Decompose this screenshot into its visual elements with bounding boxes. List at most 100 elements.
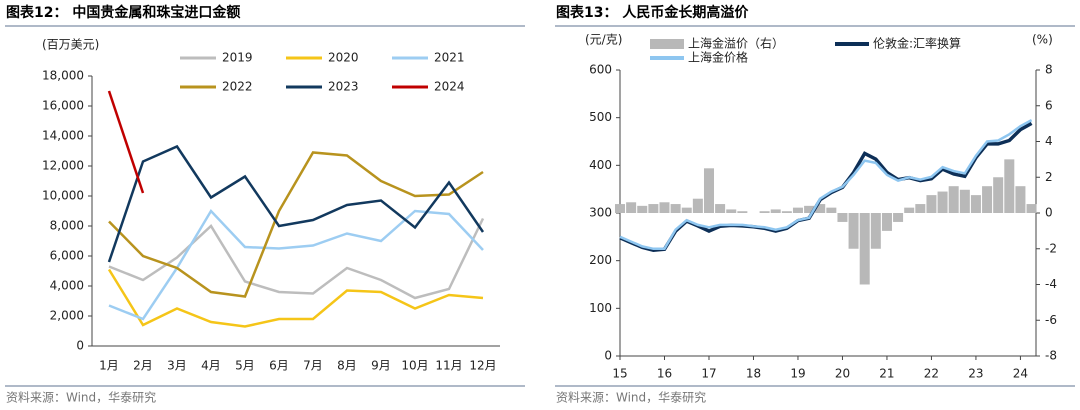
x-tick-label: 21 bbox=[879, 367, 894, 381]
line bbox=[107, 144, 485, 263]
x-tick-label: 10月 bbox=[401, 359, 428, 373]
premium-bar bbox=[937, 191, 948, 213]
premium-bar bbox=[1026, 204, 1037, 213]
x-tick-label: 2月 bbox=[133, 359, 153, 373]
legend-label: 2023 bbox=[328, 80, 359, 94]
premium-bar bbox=[881, 213, 892, 231]
unit-label: (元/克) bbox=[585, 33, 622, 47]
y-tick-label: 400 bbox=[589, 158, 612, 172]
line bbox=[108, 217, 485, 300]
y-tick-label: 300 bbox=[589, 206, 612, 220]
y-tick-label: 200 bbox=[589, 253, 612, 267]
premium-bar bbox=[893, 213, 904, 222]
premium-bar bbox=[781, 211, 792, 213]
y-tick-label: 600 bbox=[589, 63, 612, 77]
premium-bar bbox=[982, 186, 993, 213]
premium-bar bbox=[659, 202, 670, 213]
premium-bar bbox=[715, 204, 726, 213]
y-tick-label: 500 bbox=[589, 110, 612, 124]
y-tick-label: 10,000 bbox=[42, 189, 84, 203]
y-tick-label: 4,000 bbox=[50, 279, 84, 293]
legend-swatch bbox=[650, 39, 684, 49]
source: 资料来源：Wind，华泰研究 bbox=[6, 390, 156, 405]
x-tick-label: 18 bbox=[746, 367, 761, 381]
x-tick-label: 15 bbox=[612, 367, 627, 381]
y2-tick-label: 8 bbox=[1045, 63, 1053, 77]
premium-bar bbox=[648, 204, 659, 213]
line bbox=[619, 119, 1033, 251]
legend-label: 2024 bbox=[434, 80, 465, 94]
premium-bar bbox=[870, 213, 881, 249]
y-tick-label: 16,000 bbox=[42, 99, 84, 113]
y-tick-label: 18,000 bbox=[42, 69, 84, 83]
unit-label: (%) bbox=[1032, 33, 1053, 47]
x-tick-label: 20 bbox=[835, 367, 850, 381]
line bbox=[107, 268, 484, 328]
premium-bar bbox=[737, 211, 748, 213]
y-tick-label: 2,000 bbox=[50, 309, 84, 323]
premium-bar bbox=[926, 195, 937, 213]
legend-label: 2019 bbox=[222, 51, 253, 65]
y-tick-label: 0 bbox=[604, 349, 612, 363]
premium-bar bbox=[637, 205, 648, 213]
y2-tick-label: 2 bbox=[1045, 170, 1053, 184]
y2-tick-label: -2 bbox=[1045, 241, 1057, 255]
y2-tick-label: 4 bbox=[1045, 134, 1053, 148]
premium-bar bbox=[703, 168, 714, 213]
legend-label: 上海金价格 bbox=[688, 50, 748, 65]
premium-bar bbox=[948, 186, 959, 213]
legend-label: 2020 bbox=[328, 51, 359, 65]
premium-bar bbox=[848, 213, 859, 249]
x-tick-label: 12月 bbox=[469, 359, 496, 373]
premium-bar bbox=[904, 207, 915, 213]
legend-label: 伦敦金:汇率换算 bbox=[873, 36, 961, 51]
premium-bar bbox=[1015, 186, 1026, 213]
premium-bar bbox=[614, 204, 626, 213]
y2-tick-label: -4 bbox=[1045, 277, 1057, 291]
line bbox=[107, 90, 145, 194]
y2-tick-label: -8 bbox=[1045, 349, 1057, 363]
x-tick-label: 19 bbox=[790, 367, 805, 381]
x-tick-label: 24 bbox=[1013, 367, 1028, 381]
premium-bar bbox=[759, 211, 770, 213]
premium-bar bbox=[837, 213, 848, 222]
x-tick-label: 17 bbox=[701, 367, 716, 381]
chart-title: 图表12： 中国贵金属和珠宝进口金额 bbox=[6, 4, 240, 21]
line bbox=[108, 208, 484, 321]
line bbox=[619, 121, 1033, 252]
x-tick-label: 3月 bbox=[167, 359, 187, 373]
premium-bar bbox=[770, 209, 781, 213]
legend-label: 2022 bbox=[222, 80, 253, 94]
y-tick-label: 14,000 bbox=[42, 129, 84, 143]
x-tick-label: 6月 bbox=[269, 359, 289, 373]
premium-bar bbox=[804, 205, 815, 213]
y-tick-label: 12,000 bbox=[42, 159, 84, 173]
premium-bar bbox=[626, 202, 637, 213]
premium-bar bbox=[959, 189, 970, 213]
line bbox=[108, 151, 484, 298]
x-tick-label: 7月 bbox=[303, 359, 323, 373]
y-tick-label: 8,000 bbox=[50, 219, 84, 233]
x-tick-label: 16 bbox=[657, 367, 672, 381]
legend-label: 2021 bbox=[434, 51, 465, 65]
premium-bar bbox=[815, 204, 826, 213]
unit-label: (百万美元) bbox=[42, 38, 99, 52]
y-tick-label: 100 bbox=[589, 301, 612, 315]
y2-tick-label: -6 bbox=[1045, 313, 1057, 327]
premium-bar bbox=[692, 198, 703, 213]
x-tick-label: 11月 bbox=[435, 359, 462, 373]
x-tick-label: 22 bbox=[924, 367, 939, 381]
premium-bar bbox=[859, 213, 870, 285]
premium-bar bbox=[726, 209, 737, 213]
premium-bar bbox=[792, 207, 803, 213]
premium-bar bbox=[915, 204, 926, 213]
x-tick-label: 5月 bbox=[235, 359, 255, 373]
premium-bar bbox=[826, 207, 837, 213]
y2-tick-label: 0 bbox=[1045, 206, 1053, 220]
y-tick-label: 0 bbox=[76, 339, 84, 353]
x-tick-label: 9月 bbox=[371, 359, 391, 373]
x-tick-label: 8月 bbox=[337, 359, 357, 373]
premium-bar bbox=[681, 207, 692, 213]
